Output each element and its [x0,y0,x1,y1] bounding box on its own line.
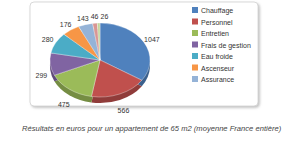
legend-label: Entretien [201,30,229,37]
pie-slice [91,60,141,97]
data-label: 176 [60,21,72,28]
pie-slice [79,23,100,60]
chart: 1047 566 475 299 280 176 1434626 Chauffage Perso… [0,0,300,167]
legend-swatch [192,53,198,59]
legend-swatch [192,65,198,71]
data-label: 299 [36,72,48,79]
data-label: 566 [118,107,130,114]
legend-label: Assurance [201,76,234,83]
legend-swatch [192,7,198,13]
legend-label: Chauffage [201,7,233,15]
pie-slice [97,23,100,60]
data-labels: 1047 566 475 299 280 176 1434626 [36,13,160,114]
pie-slice [93,23,100,60]
data-label: 26 [100,13,108,20]
legend-label: Eau froide [201,53,233,60]
data-label: 280 [42,36,54,43]
legend-label: Ascenseur [201,65,235,72]
legend-swatch [192,76,198,82]
legend-label: Frais de gestion [201,42,251,50]
pie [50,23,150,97]
legend-swatch [192,19,198,25]
legend-swatch [192,42,198,48]
data-label: 46 [91,13,99,20]
data-label: 1047 [144,36,160,43]
legend: Chauffage Personnel Entretien Frais de gest… [192,7,251,83]
chart-frame [30,2,258,106]
legend-swatch [192,30,198,36]
data-label: 143 [77,15,89,22]
legend-label: Personnel [201,19,233,26]
caption: Résultats en euros pour un appartement d… [22,124,282,133]
data-label: 475 [58,101,70,108]
